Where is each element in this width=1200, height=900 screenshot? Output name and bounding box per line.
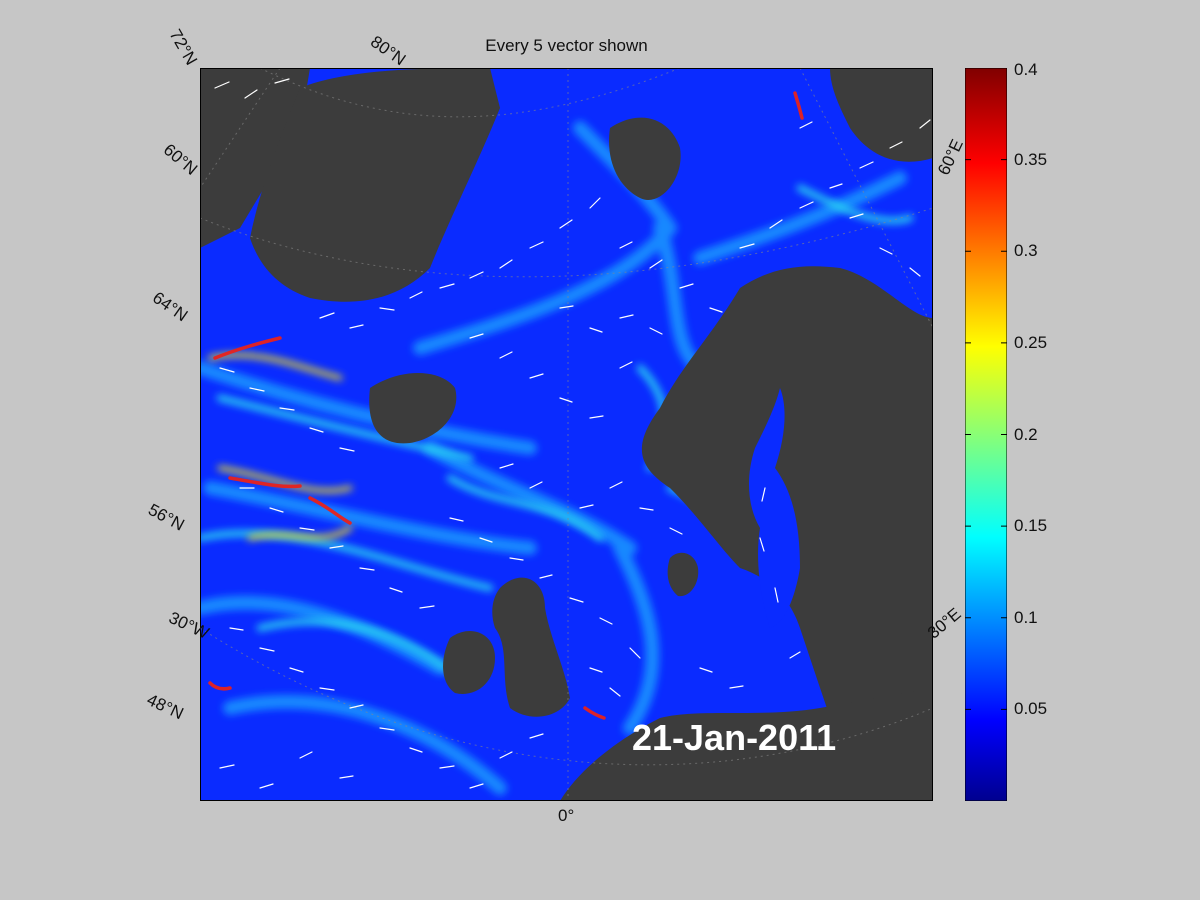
colorbar-tick-label: 0.35 — [1014, 149, 1048, 169]
graticule — [200, 68, 933, 801]
svalbard — [609, 117, 681, 200]
ocean-current-map — [200, 68, 933, 801]
land-masses — [200, 68, 933, 801]
baltic-cut — [748, 388, 800, 628]
colorbar-tick-label: 0.25 — [1014, 332, 1048, 352]
lat-label-60n: 60°N — [159, 140, 202, 179]
ireland — [443, 630, 495, 694]
lon-label-60e: 60°E — [934, 136, 967, 179]
iceland — [369, 373, 457, 444]
greenland — [200, 68, 310, 248]
current-vectors — [214, 78, 931, 789]
europe — [560, 688, 933, 801]
date-label: 21-Jan-2011 — [632, 717, 837, 758]
colorbar-tick-label: 0.4 — [1014, 60, 1038, 79]
uk — [492, 577, 570, 717]
lat-label-48n: 48°N — [143, 690, 187, 724]
lon-label-0: 0° — [558, 806, 575, 825]
greenland-east — [250, 68, 500, 302]
lat-label-72n: 72°N — [165, 26, 201, 69]
colorbar — [965, 68, 1007, 801]
lat-label-64n: 64°N — [149, 288, 192, 326]
plot-title: Every 5 vector shown — [485, 36, 648, 55]
colorbar-tick-label: 0.3 — [1014, 241, 1038, 261]
colorbar-tick-marks — [965, 68, 1007, 710]
lat-label-56n: 56°N — [145, 500, 188, 535]
novaya-zemlya-region — [830, 68, 933, 162]
colorbar-tick-label: 0.2 — [1014, 424, 1038, 444]
colorbar-tick-label: 0.05 — [1014, 699, 1048, 719]
denmark — [667, 552, 699, 597]
colorbar-tick-label: 0.1 — [1014, 607, 1038, 627]
colorbar-tick-label: 0.15 — [1014, 516, 1048, 536]
